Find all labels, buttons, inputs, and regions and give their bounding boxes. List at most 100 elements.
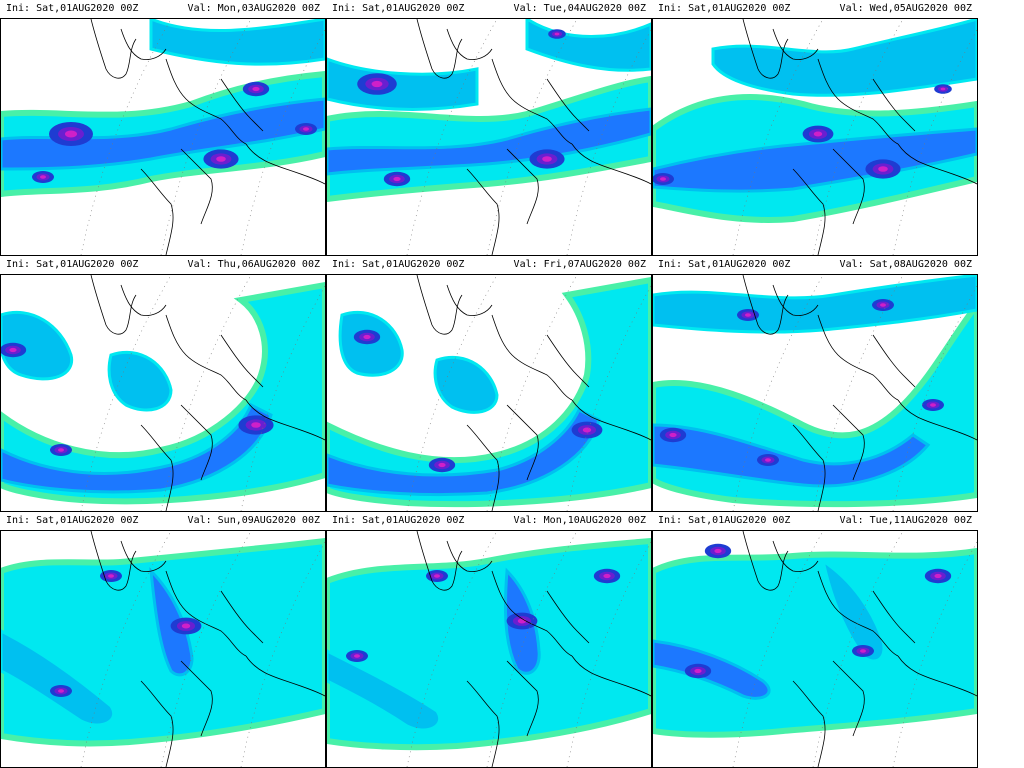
coastline — [416, 531, 463, 591]
coastline — [140, 424, 174, 511]
coastline — [872, 78, 916, 132]
init-time-label: Ini: Sat,01AUG2020 00Z — [332, 515, 465, 526]
coastline — [491, 314, 573, 401]
moisture-area — [1, 629, 115, 727]
graticule-line — [892, 29, 977, 255]
peak-cell — [603, 573, 611, 579]
forecast-map-3 — [652, 18, 978, 256]
coastline — [140, 680, 174, 767]
coastline — [742, 531, 789, 591]
valid-time-label: Val: Thu,06AUG2020 00Z — [187, 259, 320, 270]
forecast-panel-8: Ini: Sat,01AUG2020 00Z Val: Mon,10AUG202… — [326, 512, 652, 768]
moisture-core — [653, 127, 977, 193]
coastline — [90, 275, 137, 335]
moisture-area — [820, 557, 886, 663]
graticule-line — [812, 275, 904, 511]
graticule-line — [160, 19, 252, 255]
init-time-label: Ini: Sat,01AUG2020 00Z — [332, 259, 465, 270]
peak-cell — [813, 131, 823, 137]
moisture-area — [327, 649, 441, 732]
graticule-line — [566, 285, 651, 511]
coastline — [220, 590, 264, 644]
coastline — [506, 148, 539, 225]
valid-time-label: Val: Fri,07AUG2020 00Z — [513, 259, 646, 270]
coastline — [772, 284, 819, 316]
graticule-line — [892, 541, 977, 767]
moisture-area — [653, 275, 977, 334]
graticule-line — [406, 19, 498, 255]
moisture-area — [433, 355, 499, 414]
init-time-label: Ini: Sat,01AUG2020 00Z — [6, 3, 139, 14]
coastline — [120, 540, 167, 572]
coastline — [220, 78, 264, 132]
precipitation-field — [327, 275, 651, 511]
coastline — [571, 655, 651, 697]
coastline — [792, 424, 826, 511]
coastline — [506, 660, 539, 737]
forecast-panel-4: Ini: Sat,01AUG2020 00Z Val: Thu,06AUG202… — [0, 256, 326, 512]
forecast-panel-1: Ini: Sat,01AUG2020 00Z Val: Mon,03AUG202… — [0, 0, 326, 256]
peak-cell — [58, 448, 64, 452]
coastline — [446, 540, 493, 572]
coastline — [165, 58, 247, 145]
coastline — [546, 590, 590, 644]
moisture-area — [711, 19, 977, 97]
coastline — [180, 660, 213, 737]
coastline — [466, 168, 500, 255]
peak-cell — [252, 86, 260, 92]
graticule-line — [240, 285, 325, 511]
coastline — [220, 334, 264, 388]
peak-cell — [303, 127, 309, 131]
precipitation-field — [1, 275, 325, 511]
coastline — [817, 570, 899, 657]
coastline — [772, 28, 819, 60]
coastline — [90, 19, 137, 79]
graticule-line — [812, 19, 904, 255]
graticule-line — [812, 531, 904, 767]
valid-time-label: Val: Sat,08AUG2020 00Z — [839, 259, 972, 270]
moisture-core — [1, 97, 325, 171]
coastline — [571, 143, 651, 185]
moisture-area — [327, 57, 479, 111]
peak-cell — [363, 334, 371, 340]
forecast-map-2 — [326, 18, 652, 256]
coastline — [832, 148, 865, 225]
graticule-line — [80, 275, 172, 511]
graticule-line — [732, 531, 824, 767]
coastline — [416, 19, 463, 79]
peak-cell — [65, 130, 77, 138]
forecast-panel-2: Ini: Sat,01AUG2020 00Z Val: Tue,04AUG202… — [326, 0, 652, 256]
forecast-panel-3: Ini: Sat,01AUG2020 00Z Val: Wed,05AUG202… — [652, 0, 978, 256]
peak-cell — [354, 654, 360, 658]
peak-cell — [434, 574, 440, 578]
coastline — [491, 58, 573, 145]
init-time-label: Ini: Sat,01AUG2020 00Z — [6, 259, 139, 270]
peak-cell — [554, 32, 560, 36]
graticule-line — [732, 19, 824, 255]
coastline — [832, 404, 865, 481]
coastline — [546, 334, 590, 388]
peak-cell — [860, 649, 866, 653]
peak-cell — [251, 422, 261, 428]
panel-header: Ini: Sat,01AUG2020 00Z Val: Sat,08AUG202… — [652, 256, 978, 274]
coastline — [245, 655, 325, 697]
coastline — [897, 655, 977, 697]
panel-header: Ini: Sat,01AUG2020 00Z Val: Fri,07AUG202… — [326, 256, 652, 274]
peak-cell — [940, 87, 946, 91]
peak-cell — [108, 574, 114, 578]
graticule-line — [732, 275, 824, 511]
valid-time-label: Val: Tue,04AUG2020 00Z — [513, 3, 646, 14]
coastline — [546, 78, 590, 132]
coastline — [872, 590, 916, 644]
graticule-line — [892, 285, 977, 511]
forecast-panel-5: Ini: Sat,01AUG2020 00Z Val: Fri,07AUG202… — [326, 256, 652, 512]
coastline — [897, 399, 977, 441]
valid-time-label: Val: Mon,10AUG2020 00Z — [513, 515, 646, 526]
precipitation-field — [1, 19, 325, 255]
coastline — [245, 143, 325, 185]
panel-header: Ini: Sat,01AUG2020 00Z Val: Mon,10AUG202… — [326, 512, 652, 530]
coastline — [416, 275, 463, 335]
peak-cell — [40, 175, 46, 179]
coastline — [245, 399, 325, 441]
panel-header: Ini: Sat,01AUG2020 00Z Val: Tue,11AUG202… — [652, 512, 978, 530]
